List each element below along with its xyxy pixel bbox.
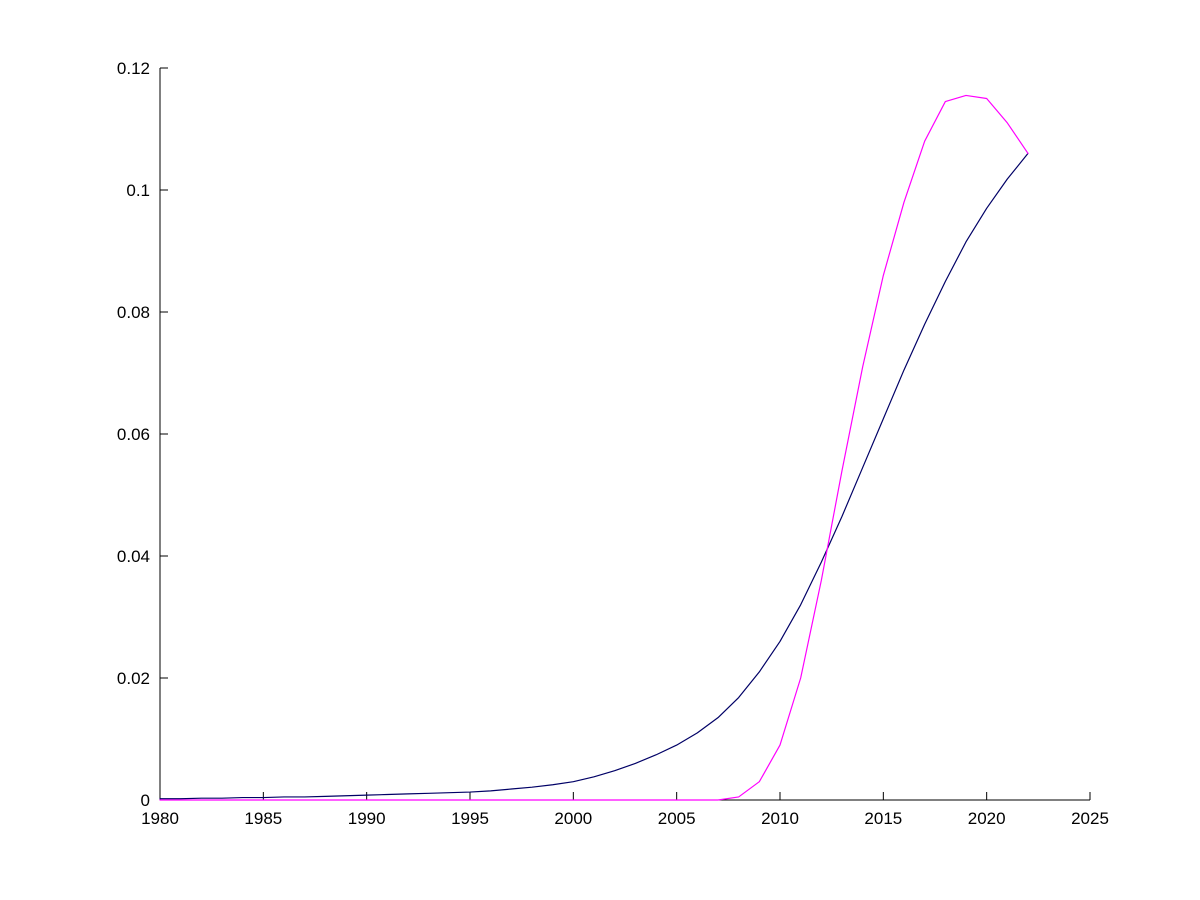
series-1-smooth-growth-line bbox=[159, 152, 1029, 800]
y-tick-label: 0.1 bbox=[126, 181, 150, 200]
x-tick-label: 2025 bbox=[1071, 809, 1109, 828]
y-tick-label: 0.04 bbox=[117, 547, 150, 566]
y-tick-label: 0.08 bbox=[117, 303, 150, 322]
y-tick-label: 0.12 bbox=[117, 59, 150, 78]
x-tick-label: 1990 bbox=[348, 809, 386, 828]
x-tick-label: 2020 bbox=[968, 809, 1006, 828]
x-tick-label: 1980 bbox=[141, 809, 179, 828]
x-tick-label: 2010 bbox=[761, 809, 799, 828]
x-tick-label: 2015 bbox=[864, 809, 902, 828]
x-tick-label: 1985 bbox=[244, 809, 282, 828]
x-tick-label: 2000 bbox=[554, 809, 592, 828]
y-tick-label: 0.06 bbox=[117, 425, 150, 444]
x-tick-label: 1995 bbox=[451, 809, 489, 828]
y-tick-label: 0 bbox=[141, 791, 150, 810]
y-tick-label: 0.02 bbox=[117, 669, 150, 688]
series-2-delayed-peak-line bbox=[159, 94, 1029, 801]
x-tick-label: 2005 bbox=[658, 809, 696, 828]
